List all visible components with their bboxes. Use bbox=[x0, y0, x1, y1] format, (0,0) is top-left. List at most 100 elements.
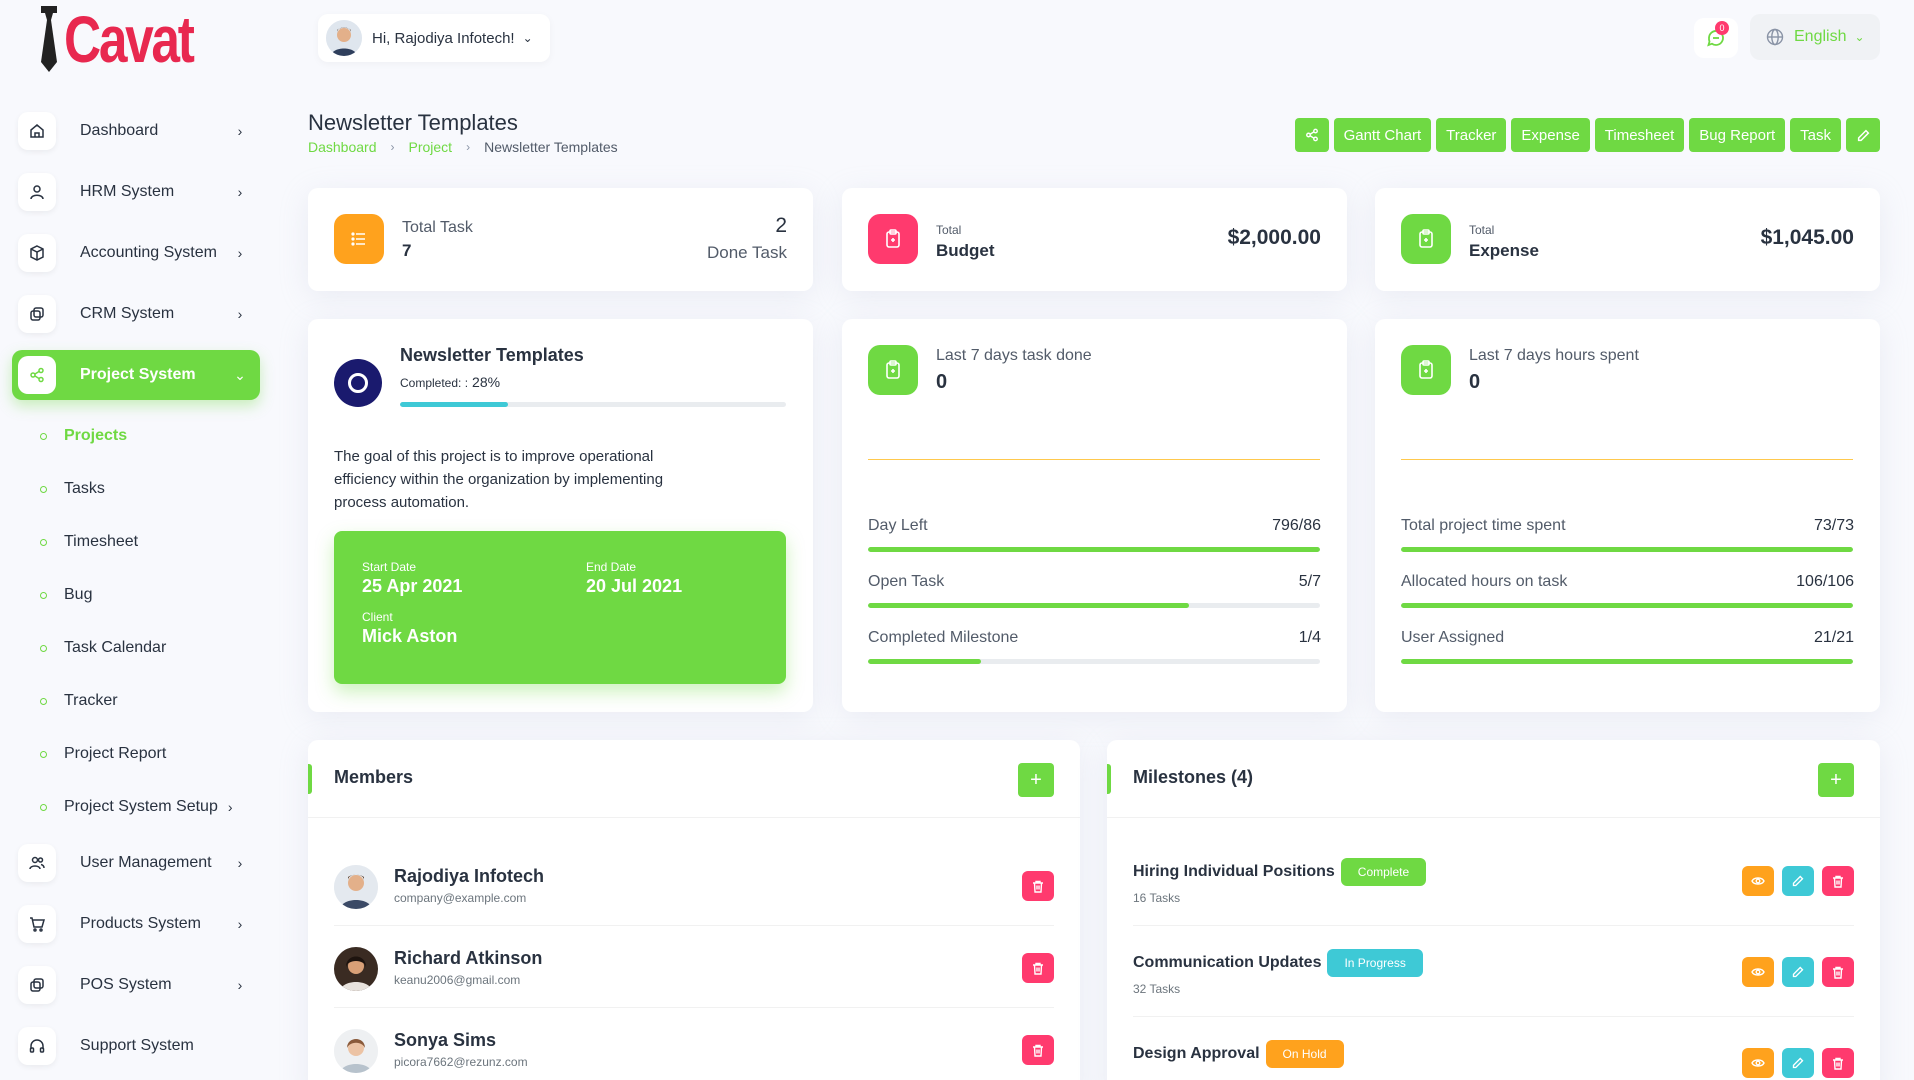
sidebar-item-pos[interactable]: POS System › bbox=[12, 960, 260, 1010]
milestone-task-count: 32 Tasks bbox=[1133, 982, 1181, 996]
milestones-title: Milestones (4) bbox=[1133, 767, 1254, 787]
sidebar-item-accounting[interactable]: Accounting System › bbox=[12, 228, 260, 278]
expense-label: Expense bbox=[1469, 241, 1539, 260]
delete-milestone-button[interactable] bbox=[1822, 957, 1854, 987]
done-task-label: Done Task bbox=[706, 243, 787, 262]
milestones-header: Milestones (4) + bbox=[1107, 740, 1880, 818]
member-name: Richard Atkinson bbox=[394, 948, 543, 968]
user-assigned-fill bbox=[1401, 659, 1853, 664]
members-header: Members + bbox=[308, 740, 1080, 818]
eye-icon bbox=[1751, 1059, 1765, 1067]
view-milestone-button[interactable] bbox=[1742, 1048, 1774, 1078]
user-menu-button[interactable]: Hi, Rajodiya Infotech! ⌄ bbox=[318, 14, 550, 62]
pencil-icon bbox=[1792, 875, 1804, 887]
plus-icon: + bbox=[1030, 768, 1042, 791]
sidebar-subitem-bug[interactable]: Bug bbox=[40, 575, 260, 615]
edit-project-button[interactable] bbox=[1846, 118, 1880, 152]
sidebar-item-user-management[interactable]: User Management › bbox=[12, 838, 260, 888]
eye-icon bbox=[1751, 877, 1765, 885]
user-assigned-label: User Assigned bbox=[1401, 629, 1505, 646]
milestone-row: Design Approval On Hold bbox=[1133, 1018, 1854, 1080]
sidebar-subitem-projects[interactable]: Projects bbox=[40, 416, 260, 456]
language-selector[interactable]: English ⌄ bbox=[1750, 14, 1880, 60]
task-button[interactable]: Task bbox=[1790, 118, 1841, 152]
bug-report-button[interactable]: Bug Report bbox=[1689, 118, 1786, 152]
delete-member-button[interactable] bbox=[1022, 871, 1054, 901]
trash-icon bbox=[1033, 1044, 1043, 1057]
delete-milestone-button[interactable] bbox=[1822, 866, 1854, 896]
brand-logo[interactable]: Cavat bbox=[38, 4, 229, 74]
sidebar-item-label: POS System bbox=[80, 976, 172, 993]
sidebar-item-products[interactable]: Products System › bbox=[12, 899, 260, 949]
milestone-title: Communication Updates In Progress bbox=[1133, 949, 1423, 977]
sidebar-subitem-project-setup[interactable]: Project System Setup › bbox=[40, 787, 260, 827]
completed-value: 28% bbox=[472, 374, 501, 390]
chevron-right-icon: › bbox=[237, 855, 243, 871]
edit-milestone-button[interactable] bbox=[1782, 957, 1814, 987]
sidebar-item-project-system[interactable]: Project System ⌄ bbox=[12, 350, 260, 400]
day-left-value: 796/86 bbox=[1272, 517, 1321, 534]
milestone-title: Hiring Individual Positions Complete bbox=[1133, 858, 1427, 886]
task-stats-card: Last 7 days task done 0 Day Left 796/86 … bbox=[842, 319, 1347, 712]
bullet-icon bbox=[40, 697, 47, 705]
edit-milestone-button[interactable] bbox=[1782, 1048, 1814, 1078]
milestone-actions bbox=[1742, 1048, 1854, 1078]
total-task-card: Total Task 7 2 Done Task bbox=[308, 188, 813, 291]
day-left-label: Day Left bbox=[868, 517, 928, 534]
layers-icon bbox=[18, 295, 56, 333]
users-icon bbox=[18, 844, 56, 882]
end-date-label: End Date bbox=[586, 560, 637, 574]
sidebar-subitem-timesheet[interactable]: Timesheet bbox=[40, 522, 260, 562]
chevron-right-icon: › bbox=[237, 916, 243, 932]
chevron-right-icon: › bbox=[390, 140, 395, 154]
ring-icon bbox=[348, 373, 368, 393]
allocated-hours-fill bbox=[1401, 603, 1853, 608]
trash-icon bbox=[1833, 875, 1843, 888]
milestone-row: Hiring Individual Positions Complete 16 … bbox=[1133, 836, 1854, 926]
expense-button[interactable]: Expense bbox=[1511, 118, 1590, 152]
chevron-right-icon: › bbox=[466, 140, 471, 154]
delete-milestone-button[interactable] bbox=[1822, 1048, 1854, 1078]
sidebar-subitem-label: Timesheet bbox=[64, 533, 139, 550]
sidebar-subitem-project-report[interactable]: Project Report bbox=[40, 734, 260, 774]
delete-member-button[interactable] bbox=[1022, 1035, 1054, 1065]
total-task-value: 7 bbox=[402, 241, 412, 260]
eye-icon bbox=[1751, 968, 1765, 976]
view-milestone-button[interactable] bbox=[1742, 957, 1774, 987]
sidebar-item-label: Project System bbox=[80, 366, 196, 383]
sidebar-item-hrm[interactable]: HRM System › bbox=[12, 167, 260, 217]
allocated-hours-value: 106/106 bbox=[1796, 573, 1854, 590]
sidebar-subitem-tracker[interactable]: Tracker bbox=[40, 681, 260, 721]
done-task-value: 2 bbox=[775, 214, 787, 237]
chevron-down-icon: ⌄ bbox=[234, 366, 246, 383]
sidebar-subitem-task-calendar[interactable]: Task Calendar bbox=[40, 628, 260, 668]
sidebar-item-label: Dashboard bbox=[80, 122, 159, 139]
breadcrumb: Dashboard › Project › Newsletter Templat… bbox=[308, 139, 618, 155]
timesheet-button[interactable]: Timesheet bbox=[1594, 118, 1685, 152]
allocated-hours-label: Allocated hours on task bbox=[1401, 573, 1568, 590]
edit-milestone-button[interactable] bbox=[1782, 866, 1814, 896]
sidebar-item-support[interactable]: Support System bbox=[12, 1021, 260, 1071]
status-badge: In Progress bbox=[1327, 949, 1423, 977]
page-actions: Gantt Chart Tracker Expense Timesheet Bu… bbox=[1294, 118, 1880, 152]
delete-member-button[interactable] bbox=[1022, 953, 1054, 983]
gantt-chart-button[interactable]: Gantt Chart bbox=[1333, 118, 1432, 152]
notification-button[interactable]: 0 bbox=[1694, 18, 1738, 58]
sidebar-item-label: Products System bbox=[80, 915, 201, 932]
tracker-button[interactable]: Tracker bbox=[1436, 118, 1507, 152]
milestone-name: Design Approval bbox=[1133, 1045, 1260, 1062]
breadcrumb-project[interactable]: Project bbox=[408, 139, 453, 155]
sidebar-item-crm[interactable]: CRM System › bbox=[12, 289, 260, 339]
sidebar-item-dashboard[interactable]: Dashboard › bbox=[12, 106, 260, 156]
sidebar-subitem-tasks[interactable]: Tasks bbox=[40, 469, 260, 509]
open-task-value: 5/7 bbox=[1298, 573, 1321, 590]
divider-line bbox=[1401, 459, 1853, 460]
view-milestone-button[interactable] bbox=[1742, 866, 1774, 896]
breadcrumb-dashboard[interactable]: Dashboard bbox=[308, 139, 377, 155]
add-milestone-button[interactable]: + bbox=[1818, 763, 1854, 797]
share-button[interactable] bbox=[1294, 118, 1329, 152]
add-member-button[interactable]: + bbox=[1018, 763, 1054, 797]
tie-icon bbox=[38, 6, 60, 72]
trash-icon bbox=[1033, 962, 1043, 975]
sidebar-subitem-label: Task Calendar bbox=[64, 639, 167, 656]
